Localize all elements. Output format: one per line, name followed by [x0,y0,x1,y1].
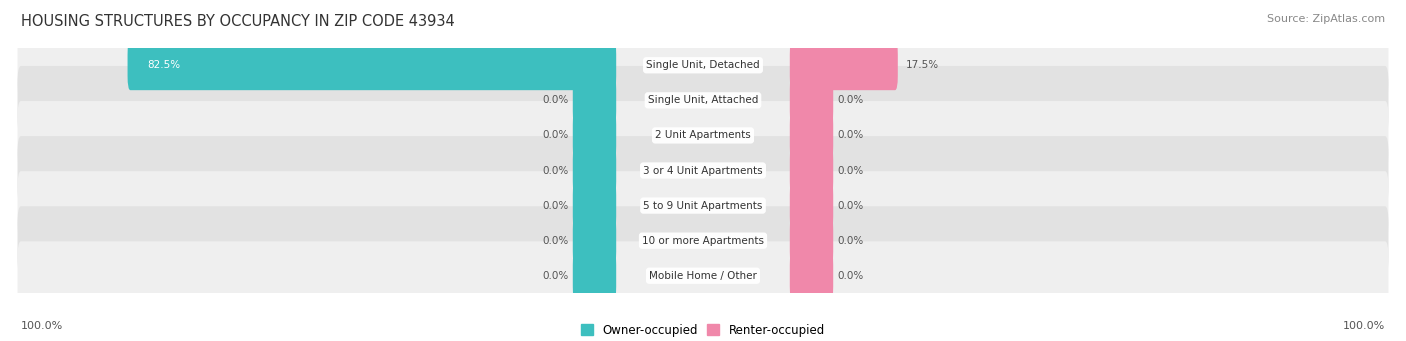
FancyBboxPatch shape [17,241,1389,310]
FancyBboxPatch shape [572,110,616,160]
FancyBboxPatch shape [790,110,834,160]
FancyBboxPatch shape [17,171,1389,240]
FancyBboxPatch shape [790,181,834,231]
FancyBboxPatch shape [572,181,616,231]
FancyBboxPatch shape [17,31,1389,100]
Text: 0.0%: 0.0% [838,95,863,105]
Text: 0.0%: 0.0% [838,236,863,246]
Text: HOUSING STRUCTURES BY OCCUPANCY IN ZIP CODE 43934: HOUSING STRUCTURES BY OCCUPANCY IN ZIP C… [21,14,454,29]
FancyBboxPatch shape [790,75,834,125]
FancyBboxPatch shape [17,66,1389,135]
Text: 0.0%: 0.0% [838,165,863,176]
Text: 0.0%: 0.0% [543,95,568,105]
FancyBboxPatch shape [790,216,834,266]
Text: 0.0%: 0.0% [543,130,568,140]
Text: 17.5%: 17.5% [905,60,938,70]
Legend: Owner-occupied, Renter-occupied: Owner-occupied, Renter-occupied [576,319,830,341]
Text: Mobile Home / Other: Mobile Home / Other [650,271,756,281]
FancyBboxPatch shape [17,136,1389,205]
Text: 0.0%: 0.0% [543,165,568,176]
Text: 0.0%: 0.0% [543,236,568,246]
Text: 0.0%: 0.0% [838,271,863,281]
Text: 100.0%: 100.0% [21,321,63,331]
Text: 0.0%: 0.0% [543,201,568,211]
FancyBboxPatch shape [17,101,1389,170]
Text: Single Unit, Detached: Single Unit, Detached [647,60,759,70]
Text: Single Unit, Attached: Single Unit, Attached [648,95,758,105]
FancyBboxPatch shape [572,146,616,195]
Text: 2 Unit Apartments: 2 Unit Apartments [655,130,751,140]
FancyBboxPatch shape [790,251,834,301]
Text: 5 to 9 Unit Apartments: 5 to 9 Unit Apartments [644,201,762,211]
Text: 0.0%: 0.0% [543,271,568,281]
FancyBboxPatch shape [17,206,1389,275]
Text: 100.0%: 100.0% [1343,321,1385,331]
Text: 0.0%: 0.0% [838,130,863,140]
Text: 10 or more Apartments: 10 or more Apartments [643,236,763,246]
Text: Source: ZipAtlas.com: Source: ZipAtlas.com [1267,14,1385,24]
Text: 82.5%: 82.5% [148,60,180,70]
FancyBboxPatch shape [128,40,616,90]
FancyBboxPatch shape [572,75,616,125]
FancyBboxPatch shape [572,251,616,301]
FancyBboxPatch shape [572,216,616,266]
Text: 3 or 4 Unit Apartments: 3 or 4 Unit Apartments [643,165,763,176]
Text: 0.0%: 0.0% [838,201,863,211]
FancyBboxPatch shape [790,40,898,90]
FancyBboxPatch shape [790,146,834,195]
